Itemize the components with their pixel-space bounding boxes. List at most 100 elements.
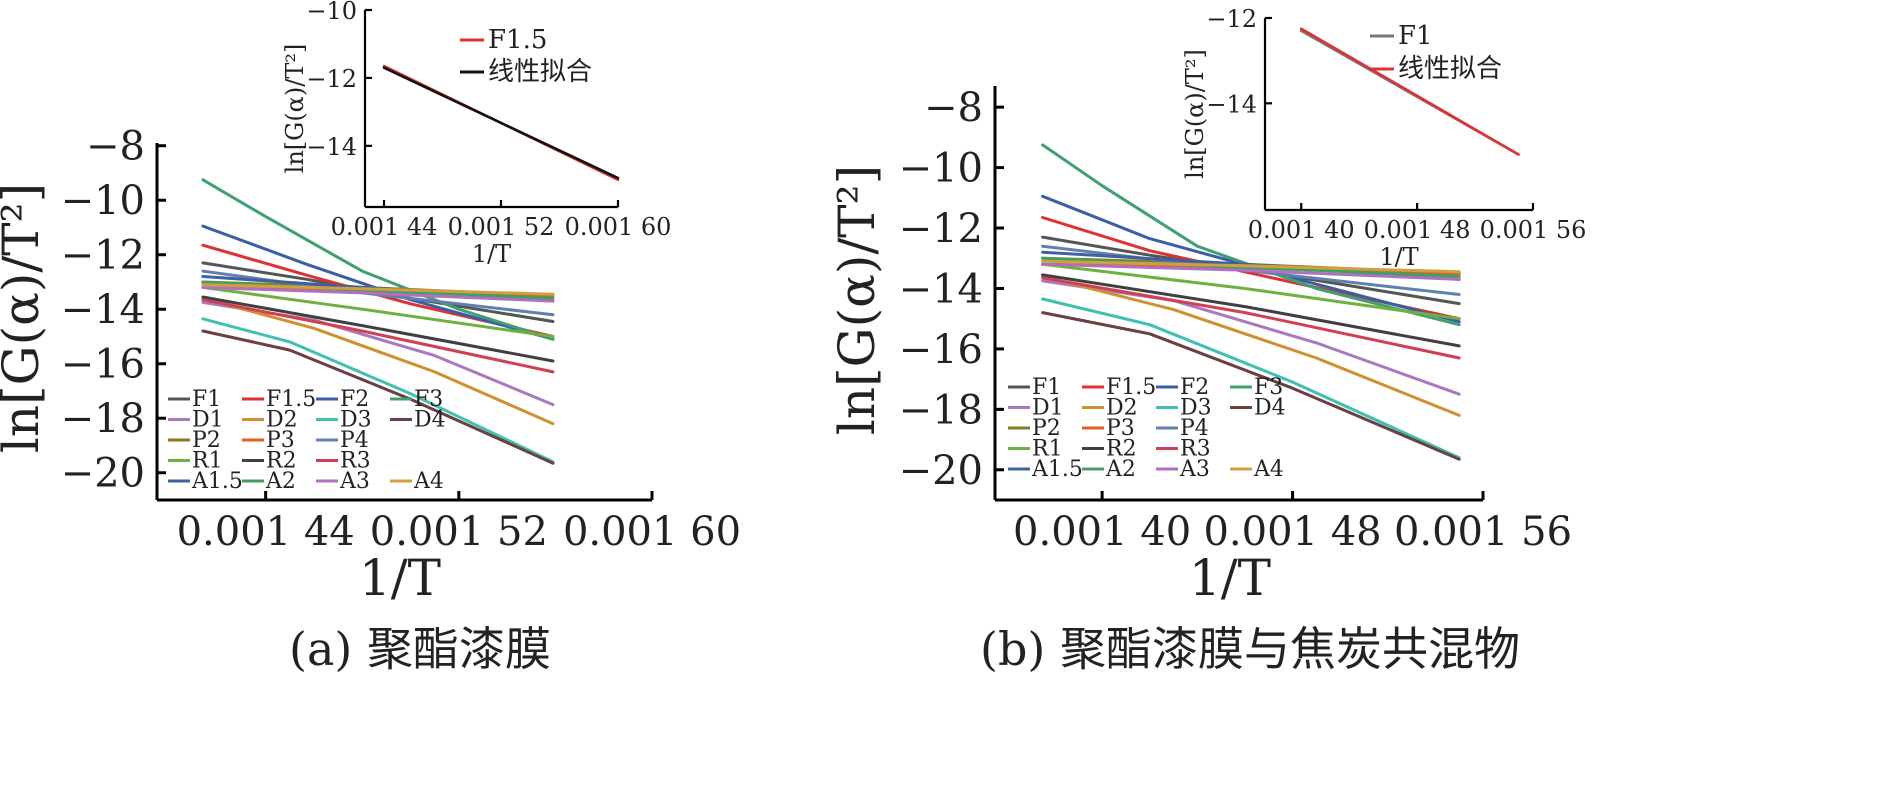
legend-label: D4 [1254,396,1286,421]
legend-label: D2 [266,408,298,433]
legend-label: F1 [1032,375,1061,400]
legend-label: P2 [1032,416,1061,441]
legend-label: F2 [340,387,369,412]
inset-y-tick-label: −10 [306,0,357,25]
y-tick-label: −12 [61,233,145,279]
inset-y-tick-label: −12 [1206,5,1257,33]
x-tick-label: 0.001 40 [1013,509,1191,555]
legend-label: R1 [192,449,223,474]
legend-label: R2 [266,449,297,474]
chart-panel-a: −20 −18 −16 −14 −12 −10 −8 0.001 44 0.001 52 0.00… [0,0,741,676]
legend-label: F1.5 [1106,375,1156,400]
legend-label: R2 [1106,437,1137,462]
legend-label: R1 [1032,437,1063,462]
legend-label: F1.5 [266,387,316,412]
inset-x-tick-label: 0.001 48 [1364,216,1471,244]
inset-legend-label: F1.5 [488,25,547,55]
legend-label: D1 [1032,396,1064,421]
y-axis-title: ln[G(α)/T²] [0,183,50,453]
panel-caption: (a) 聚酯漆膜 [289,622,551,676]
legend-label: A3 [1179,457,1210,482]
series-line-a3 [201,285,555,303]
legend-label: D2 [1106,396,1138,421]
panel-caption: (b) 聚酯漆膜与焦炭共混物 [980,622,1520,676]
legend-label: A1.5 [191,469,243,494]
legend-label: P4 [340,428,369,453]
y-tick-label: −18 [61,396,145,442]
inset-y-axis-title: ln[G(α)/T²] [1181,49,1209,179]
y-tick-label: −10 [61,178,145,224]
series-line-d2 [1041,274,1461,417]
y-tick-label: −16 [899,327,983,373]
series-line-a3 [1041,262,1461,281]
legend-label: A1.5 [1031,457,1083,482]
inset-x-axis-title: 1/T [472,240,511,268]
legend-label: A2 [1105,457,1136,482]
y-tick-label: −14 [61,287,145,333]
series-line-d1 [1041,279,1461,396]
x-tick-label: 0.001 48 [1203,509,1381,555]
y-axis-title: ln[G(α)/T²] [828,165,886,435]
y-tick-label: −8 [924,85,983,131]
legend-label: D1 [192,408,224,433]
series-line-d3 [201,317,555,464]
series-line-d2 [201,296,555,426]
x-tick-label: 0.001 52 [370,509,548,555]
legend-label: P4 [1180,416,1209,441]
series-line-r2 [201,295,555,363]
legend-label: P3 [1106,416,1135,441]
inset-x-tick-label: 0.001 60 [565,213,672,241]
legend-label: F2 [1180,375,1209,400]
inset-legend-label: F1 [1398,21,1433,51]
series-line-r3 [201,298,555,374]
x-tick-label: 0.001 44 [177,509,355,555]
inset-series-line-linear-fit [1299,27,1520,156]
series-line-f2 [1041,194,1461,324]
series-line-d4 [1041,311,1461,461]
inset-series-line-linear-fit [382,66,620,180]
inset-x-tick-label: 0.001 40 [1248,216,1355,244]
inset-legend-label: 线性拟合 [488,57,592,87]
legend-label: R3 [340,449,371,474]
series-line-r1 [201,285,555,338]
series-line-f2 [201,224,555,341]
legend-label: D4 [414,408,446,433]
x-tick-label: 0.001 60 [563,509,741,555]
legend-label: F1 [192,387,221,412]
legend-label: A4 [413,469,444,494]
legend-label: P2 [192,428,221,453]
series-line-a4 [201,283,555,296]
legend-label: F3 [1254,375,1283,400]
series-line-f3 [1041,143,1461,327]
series-line-d3 [1041,297,1461,460]
x-tick-label: 0.001 56 [1394,509,1572,555]
inset-chart: −14 −12 0.001 40 0.001 48 0.001 56 1/T ln[G(α)… [1181,5,1586,271]
legend-label: R3 [1180,437,1211,462]
inset-x-tick-label: 0.001 44 [331,213,438,241]
y-tick-label: −16 [61,342,145,388]
legend-label: A3 [339,469,370,494]
chart-panel-b: −20 −18 −16 −14 −12 −10 −8 0.001 40 0.001 48 0.00… [828,5,1586,676]
inset-y-tick-label: −14 [1206,90,1257,118]
series-line-f3 [201,178,555,341]
x-axis-title: 1/T [1189,549,1271,607]
legend-label: A2 [265,469,296,494]
inset-legend-label: 线性拟合 [1398,54,1502,84]
series-line-r1 [1041,262,1461,321]
inset-x-axis-title: 1/T [1379,243,1418,271]
y-tick-label: −10 [899,146,983,192]
series-line-d1 [201,300,555,407]
legend-label: P3 [266,428,295,453]
inset-y-tick-label: −14 [306,133,357,161]
inset-x-tick-label: 0.001 52 [448,213,555,241]
y-tick-label: −20 [61,451,145,497]
y-tick-label: −18 [899,387,983,433]
legend-label: A4 [1253,457,1284,482]
series-line-r2 [1041,273,1461,348]
inset-chart: −14 −12 −10 0.001 44 0.001 52 0.001 60 1/T ln[G… [281,0,671,268]
y-tick-label: −14 [899,266,983,312]
inset-y-axis-title: ln[G(α)/T²] [281,44,309,174]
y-tick-label: −12 [899,206,983,252]
series-line-a4 [1041,259,1461,274]
